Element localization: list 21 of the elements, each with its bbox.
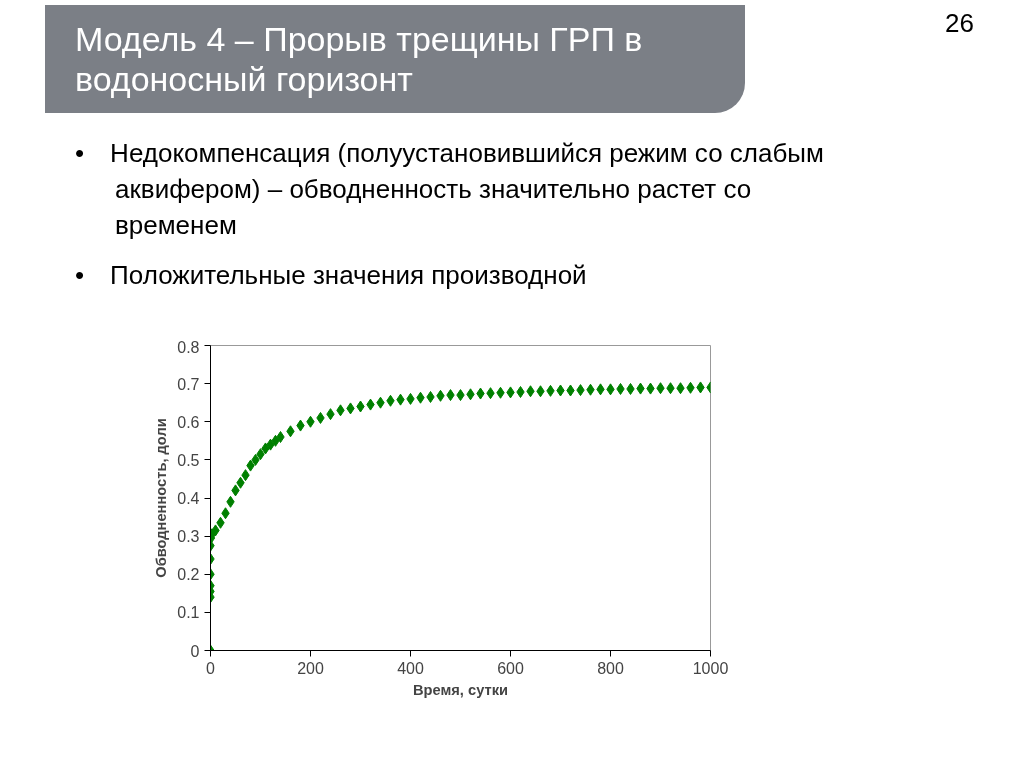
y-tick-label: 0.7 [177, 375, 200, 393]
y-tick-label: 0.8 [177, 338, 200, 356]
y-axis-title: Обводненность, доли [153, 418, 170, 578]
x-tick-label: 1000 [692, 659, 729, 677]
x-tick-label: 400 [397, 659, 424, 677]
y-tick-label: 0.2 [177, 566, 200, 584]
y-tick-label: 0.4 [177, 490, 200, 507]
y-tick-label: 0 [190, 642, 200, 660]
text: • Недокомпенсация (полуустановившийся режим со слабым аквифером) – обводненность значительно растет со временем [75, 137, 825, 242]
y-tick-label: 0.1 [177, 604, 200, 622]
text: 26 [945, 7, 974, 40]
x-tick-label: 0 [206, 659, 216, 677]
y-tick-label: 0.6 [177, 413, 200, 431]
y-tick-label: 0.5 [177, 451, 200, 469]
x-tick-label: 800 [597, 659, 624, 677]
x-tick-label: 200 [297, 659, 324, 677]
text: • Положительные значения производной [75, 259, 588, 292]
chart-title: Модель 4 – Прорыв трещины ГРП в водоносный горизонт [45, 5, 745, 113]
y-tick-label: 0.3 [177, 528, 200, 546]
x-axis-title: Время, сутки [412, 681, 509, 698]
x-tick-label: 600 [497, 659, 524, 677]
